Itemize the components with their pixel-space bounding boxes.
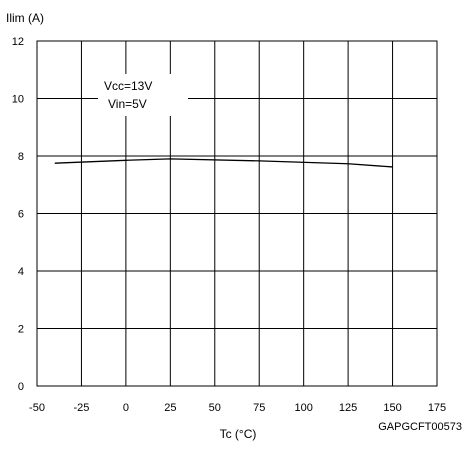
y-tick-label: 6 xyxy=(18,209,24,221)
x-tick-label: 175 xyxy=(428,402,446,414)
conditions-annotation: Vcc=13V Vin=5V xyxy=(98,74,188,116)
series-line-0 xyxy=(54,158,393,168)
x-tick-label: 125 xyxy=(339,402,357,414)
conditions-annotation-background xyxy=(98,74,188,116)
grid-lines xyxy=(37,41,437,386)
x-tick-label: 75 xyxy=(253,402,265,414)
condition-vin: Vin=5V xyxy=(108,97,147,111)
x-tick-label: 150 xyxy=(383,402,401,414)
y-tick-labels: 0 2 4 6 8 10 12 xyxy=(12,36,24,393)
x-tick-label: 50 xyxy=(209,402,221,414)
y-axis-label: Ilim (A) xyxy=(6,11,44,25)
y-tick-label: 12 xyxy=(12,36,24,48)
x-tick-label: 0 xyxy=(123,402,129,414)
y-tick-label: 8 xyxy=(18,151,24,163)
x-axis-label: Tc (°C) xyxy=(220,427,257,441)
y-tick-label: 0 xyxy=(18,381,24,393)
plot-frame xyxy=(36,40,438,387)
figure-id: GAPGCFT00573 xyxy=(378,421,462,433)
x-tick-label: -50 xyxy=(29,402,45,414)
condition-vcc: Vcc=13V xyxy=(104,79,152,93)
x-tick-label: 25 xyxy=(164,402,176,414)
y-tick-label: 4 xyxy=(18,266,24,278)
x-tick-label: -25 xyxy=(73,402,89,414)
y-tick-label: 2 xyxy=(18,324,24,336)
y-tick-label: 10 xyxy=(12,94,24,106)
x-tick-labels: -50 -25 0 25 50 75 100 125 150 175 xyxy=(29,402,446,414)
x-tick-label: 100 xyxy=(294,402,312,414)
series-layer xyxy=(54,158,393,168)
